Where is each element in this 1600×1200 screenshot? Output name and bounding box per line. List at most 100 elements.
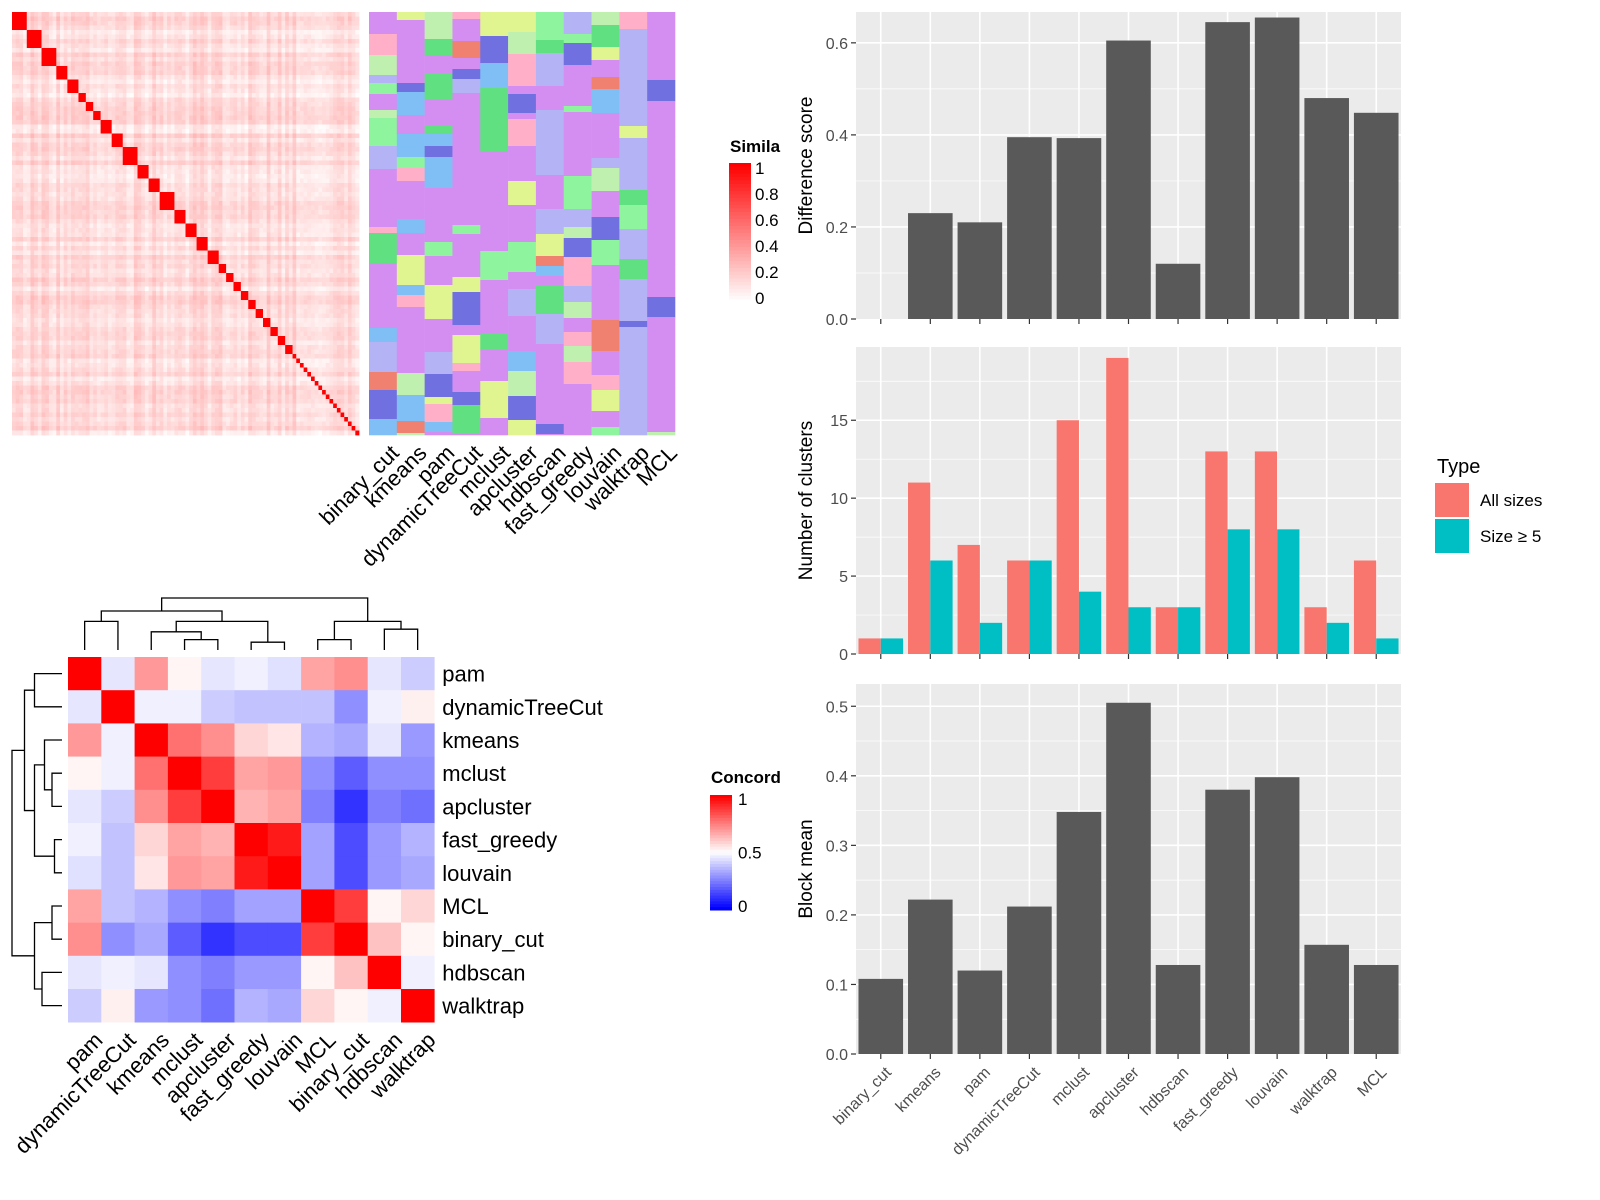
similarity-cell [322, 16, 327, 22]
similarity-cell [174, 25, 179, 31]
similarity-cell [240, 192, 245, 197]
similarity-cell [130, 34, 135, 40]
similarity-cell [15, 129, 20, 134]
similarity-cell [244, 88, 249, 94]
similarity-cell [229, 66, 234, 71]
similarity-cell [48, 205, 53, 211]
similarity-cell [237, 61, 242, 67]
similarity-cell [325, 97, 330, 103]
similarity-cell [167, 165, 172, 170]
similarity-cell [126, 12, 131, 17]
similarity-cell [314, 169, 319, 175]
similarity-cell [130, 70, 135, 76]
similarity-cell [56, 246, 61, 251]
similarity-cell [311, 16, 316, 22]
similarity-cell [218, 106, 223, 112]
similarity-cell [226, 232, 231, 238]
similarity-cell [251, 52, 257, 58]
similarity-cell [222, 183, 227, 188]
similarity-cell [333, 102, 338, 107]
similarity-cell [174, 205, 179, 211]
similarity-cell [200, 111, 205, 116]
similarity-cell [303, 93, 308, 98]
similarity-cell [211, 160, 216, 166]
similarity-cell [144, 178, 149, 184]
similarity-cell [63, 147, 68, 152]
similarity-cell [255, 138, 260, 143]
similarity-cell [96, 25, 101, 31]
similarity-cell [144, 241, 149, 247]
similarity-cell [30, 214, 35, 220]
similarity-cell [270, 79, 275, 85]
similarity-cell [240, 111, 245, 116]
similarity-cell [274, 205, 279, 211]
similarity-cell [155, 210, 161, 215]
similarity-cell [285, 228, 290, 233]
similarity-cell [78, 21, 83, 26]
similarity-cell [104, 183, 109, 188]
similarity-cell [48, 250, 53, 256]
similarity-cell [63, 201, 68, 206]
similarity-cell [30, 201, 35, 206]
similarity-cell [288, 88, 293, 94]
similarity-cell [52, 151, 57, 157]
similarity-cell [274, 48, 279, 53]
similarity-cell [344, 196, 349, 202]
similarity-cell [130, 39, 135, 44]
similarity-cell [30, 21, 35, 26]
similarity-cell [163, 84, 168, 89]
similarity-cell [314, 111, 319, 116]
similarity-cell [19, 156, 24, 161]
similarity-cell [115, 70, 120, 76]
similarity-cell [237, 111, 242, 116]
similarity-cell [100, 169, 105, 175]
similarity-cell [299, 133, 305, 139]
similarity-cell [314, 160, 319, 166]
similarity-cell [100, 79, 105, 85]
similarity-cell [189, 102, 194, 107]
similarity-cell [237, 39, 242, 44]
similarity-cell [215, 129, 220, 134]
similarity-cell [203, 102, 209, 107]
similarity-cell [218, 84, 223, 89]
similarity-cell [48, 12, 53, 17]
similarity-cell [299, 25, 305, 31]
similarity-cell [281, 88, 286, 94]
similarity-cell [48, 174, 53, 179]
similarity-cell [111, 88, 116, 94]
similarity-cell [318, 160, 323, 166]
similarity-cell [107, 178, 113, 184]
similarity-cell [314, 196, 319, 202]
similarity-cell [45, 115, 50, 121]
similarity-cell [292, 57, 297, 62]
similarity-cell [67, 219, 72, 224]
similarity-cell [303, 43, 308, 49]
similarity-cell [255, 183, 260, 188]
similarity-cell [19, 106, 24, 112]
similarity-cell [185, 151, 190, 157]
similarity-cell [163, 12, 168, 17]
similarity-cell [200, 34, 205, 40]
similarity-cell [137, 25, 142, 31]
similarity-cell [251, 174, 257, 179]
similarity-cell [133, 39, 138, 44]
similarity-cell [12, 88, 17, 94]
similarity-cell [170, 79, 175, 85]
similarity-cell [159, 138, 164, 143]
similarity-cell [71, 124, 76, 130]
similarity-cell [37, 250, 42, 256]
similarity-cell [37, 228, 42, 233]
similarity-cell [48, 156, 53, 161]
similarity-cell [15, 93, 20, 98]
similarity-cell [155, 214, 161, 220]
similarity-cell [67, 57, 72, 62]
similarity-cell [48, 178, 53, 184]
similarity-cell [111, 219, 116, 224]
similarity-cell [71, 39, 76, 44]
similarity-cell [277, 97, 282, 103]
similarity-cell [355, 12, 360, 17]
similarity-cell [336, 187, 341, 193]
similarity-cell [200, 228, 205, 233]
similarity-cell [137, 187, 142, 193]
similarity-cell [333, 246, 338, 251]
